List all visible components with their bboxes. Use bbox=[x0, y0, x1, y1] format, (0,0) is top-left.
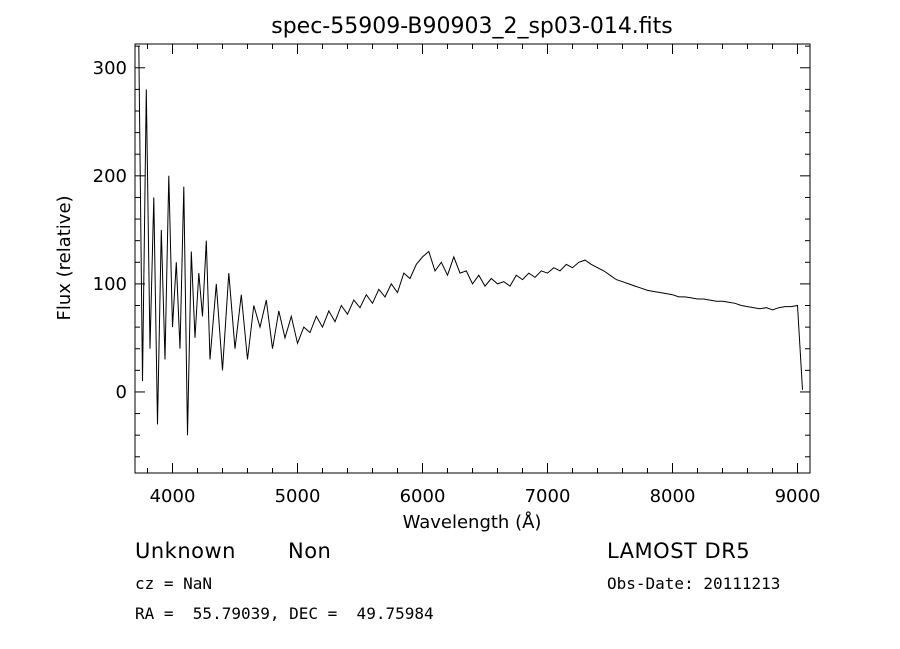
spectrum-line bbox=[138, 46, 803, 436]
object-class-label: Unknown bbox=[135, 539, 236, 563]
axis-tick-labels: 4000 5000 6000 7000 8000 9000 0 100 200 300 bbox=[93, 58, 821, 507]
y-axis-label: Flux (relative) bbox=[54, 195, 75, 320]
x-tick-label: 5000 bbox=[275, 486, 321, 507]
obs-date-label: Obs-Date: 20111213 bbox=[607, 574, 781, 593]
chart-title: spec-55909-B90903_2_sp03-014.fits bbox=[271, 14, 673, 39]
plot-frame bbox=[134, 43, 811, 474]
survey-label: LAMOST DR5 bbox=[607, 539, 751, 563]
object-subclass-label: Non bbox=[288, 539, 332, 563]
x-tick-label: 4000 bbox=[150, 486, 196, 507]
x-tick-label: 8000 bbox=[650, 486, 696, 507]
x-tick-label: 6000 bbox=[400, 486, 446, 507]
x-tick-label: 9000 bbox=[775, 486, 821, 507]
axis-ticks bbox=[135, 44, 810, 473]
y-tick-label: 300 bbox=[93, 58, 127, 79]
y-tick-label: 0 bbox=[116, 382, 127, 403]
y-tick-label: 200 bbox=[93, 166, 127, 187]
redshift-label: cz = NaN bbox=[135, 574, 213, 593]
coordinates-label: RA = 55.79039, DEC = 49.75984 bbox=[135, 604, 434, 623]
y-tick-label: 100 bbox=[93, 274, 127, 295]
x-tick-label: 7000 bbox=[525, 486, 571, 507]
x-axis-label: Wavelength (Å) bbox=[403, 511, 542, 533]
